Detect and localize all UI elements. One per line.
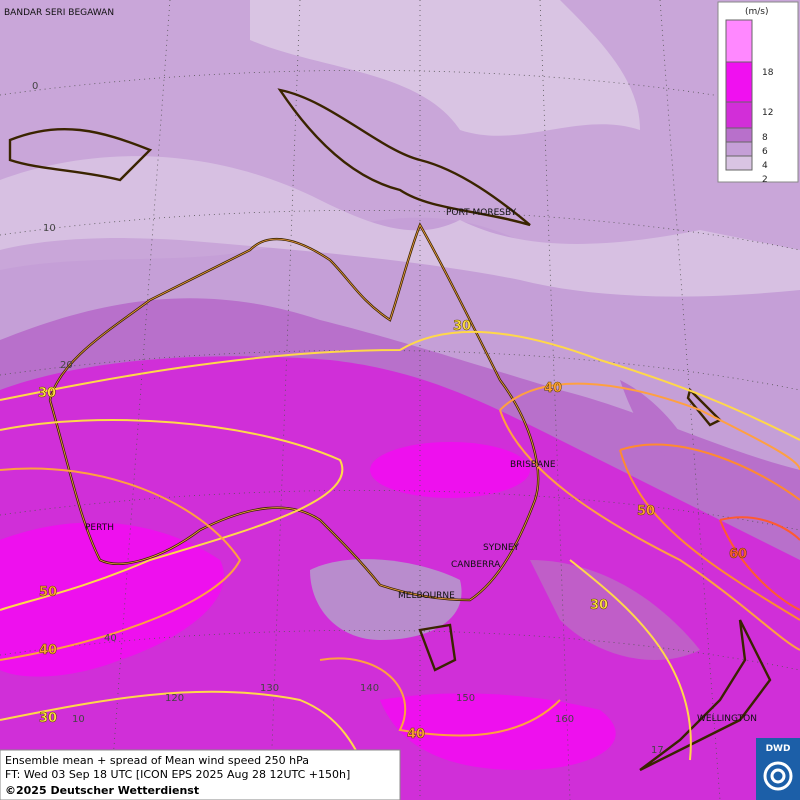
city-label: PERTH [85, 523, 114, 533]
contour-label: 30 [38, 386, 56, 401]
logo-text: DWD [766, 744, 791, 754]
city-label: SYDNEY [483, 543, 520, 553]
city-label: WELLINGTON [697, 714, 757, 724]
grid-label: 17 [651, 745, 664, 756]
city-label: PORT MORESBY [446, 208, 517, 218]
city-label: BRISBANE [510, 460, 556, 470]
grid-label: 140 [360, 683, 379, 694]
grid-label: 10 [72, 714, 85, 725]
contour-label: 40 [544, 381, 562, 396]
contour-label: 50 [637, 504, 655, 519]
contour-label: 60 [729, 547, 747, 562]
copyright: ©2025 Deutscher Wetterdienst [5, 784, 199, 797]
legend-label: 6 [762, 147, 768, 157]
contour-label: 30 [590, 598, 608, 613]
legend-label: 8 [762, 133, 768, 143]
city-label: MELBOURNE [398, 591, 455, 601]
contour-label: 30 [453, 319, 471, 334]
grid-label: 10 [43, 223, 56, 234]
grid-label: 150 [456, 693, 475, 704]
legend-label: 2 [762, 175, 768, 185]
labels: BANDAR SERI BEGAWAN PORT MORESBY BRISBAN… [4, 8, 757, 756]
grid-label: 0 [32, 81, 38, 92]
grid-label: 130 [260, 683, 279, 694]
legend-label: 12 [762, 108, 773, 118]
coastlines [8, 88, 772, 772]
legend-label: 18 [762, 68, 774, 78]
legend: (m/s) 2 4 6 8 12 18 [717, 1, 799, 185]
contour-label: 40 [407, 727, 425, 742]
contour-label: 30 [39, 711, 57, 726]
grid-label: 160 [555, 714, 574, 725]
forecast-time: FT: Wed 03 Sep 18 UTC [ICON EPS 2025 Aug… [5, 768, 350, 781]
legend-label: 4 [762, 161, 768, 171]
contour-label: 50 [39, 585, 57, 600]
grid-label: 120 [165, 693, 184, 704]
contour-label: 40 [39, 643, 57, 658]
map-title: Ensemble mean + spread of Mean wind spee… [5, 754, 309, 767]
grid-label: 20 [60, 360, 73, 371]
legend-unit: (m/s) [745, 7, 769, 17]
city-label: CANBERRA [451, 560, 501, 570]
footer: Ensemble mean + spread of Mean wind spee… [0, 749, 401, 800]
city-label: BANDAR SERI BEGAWAN [4, 8, 114, 18]
logo: DWD [756, 738, 800, 800]
grid-label: 40 [104, 633, 117, 644]
